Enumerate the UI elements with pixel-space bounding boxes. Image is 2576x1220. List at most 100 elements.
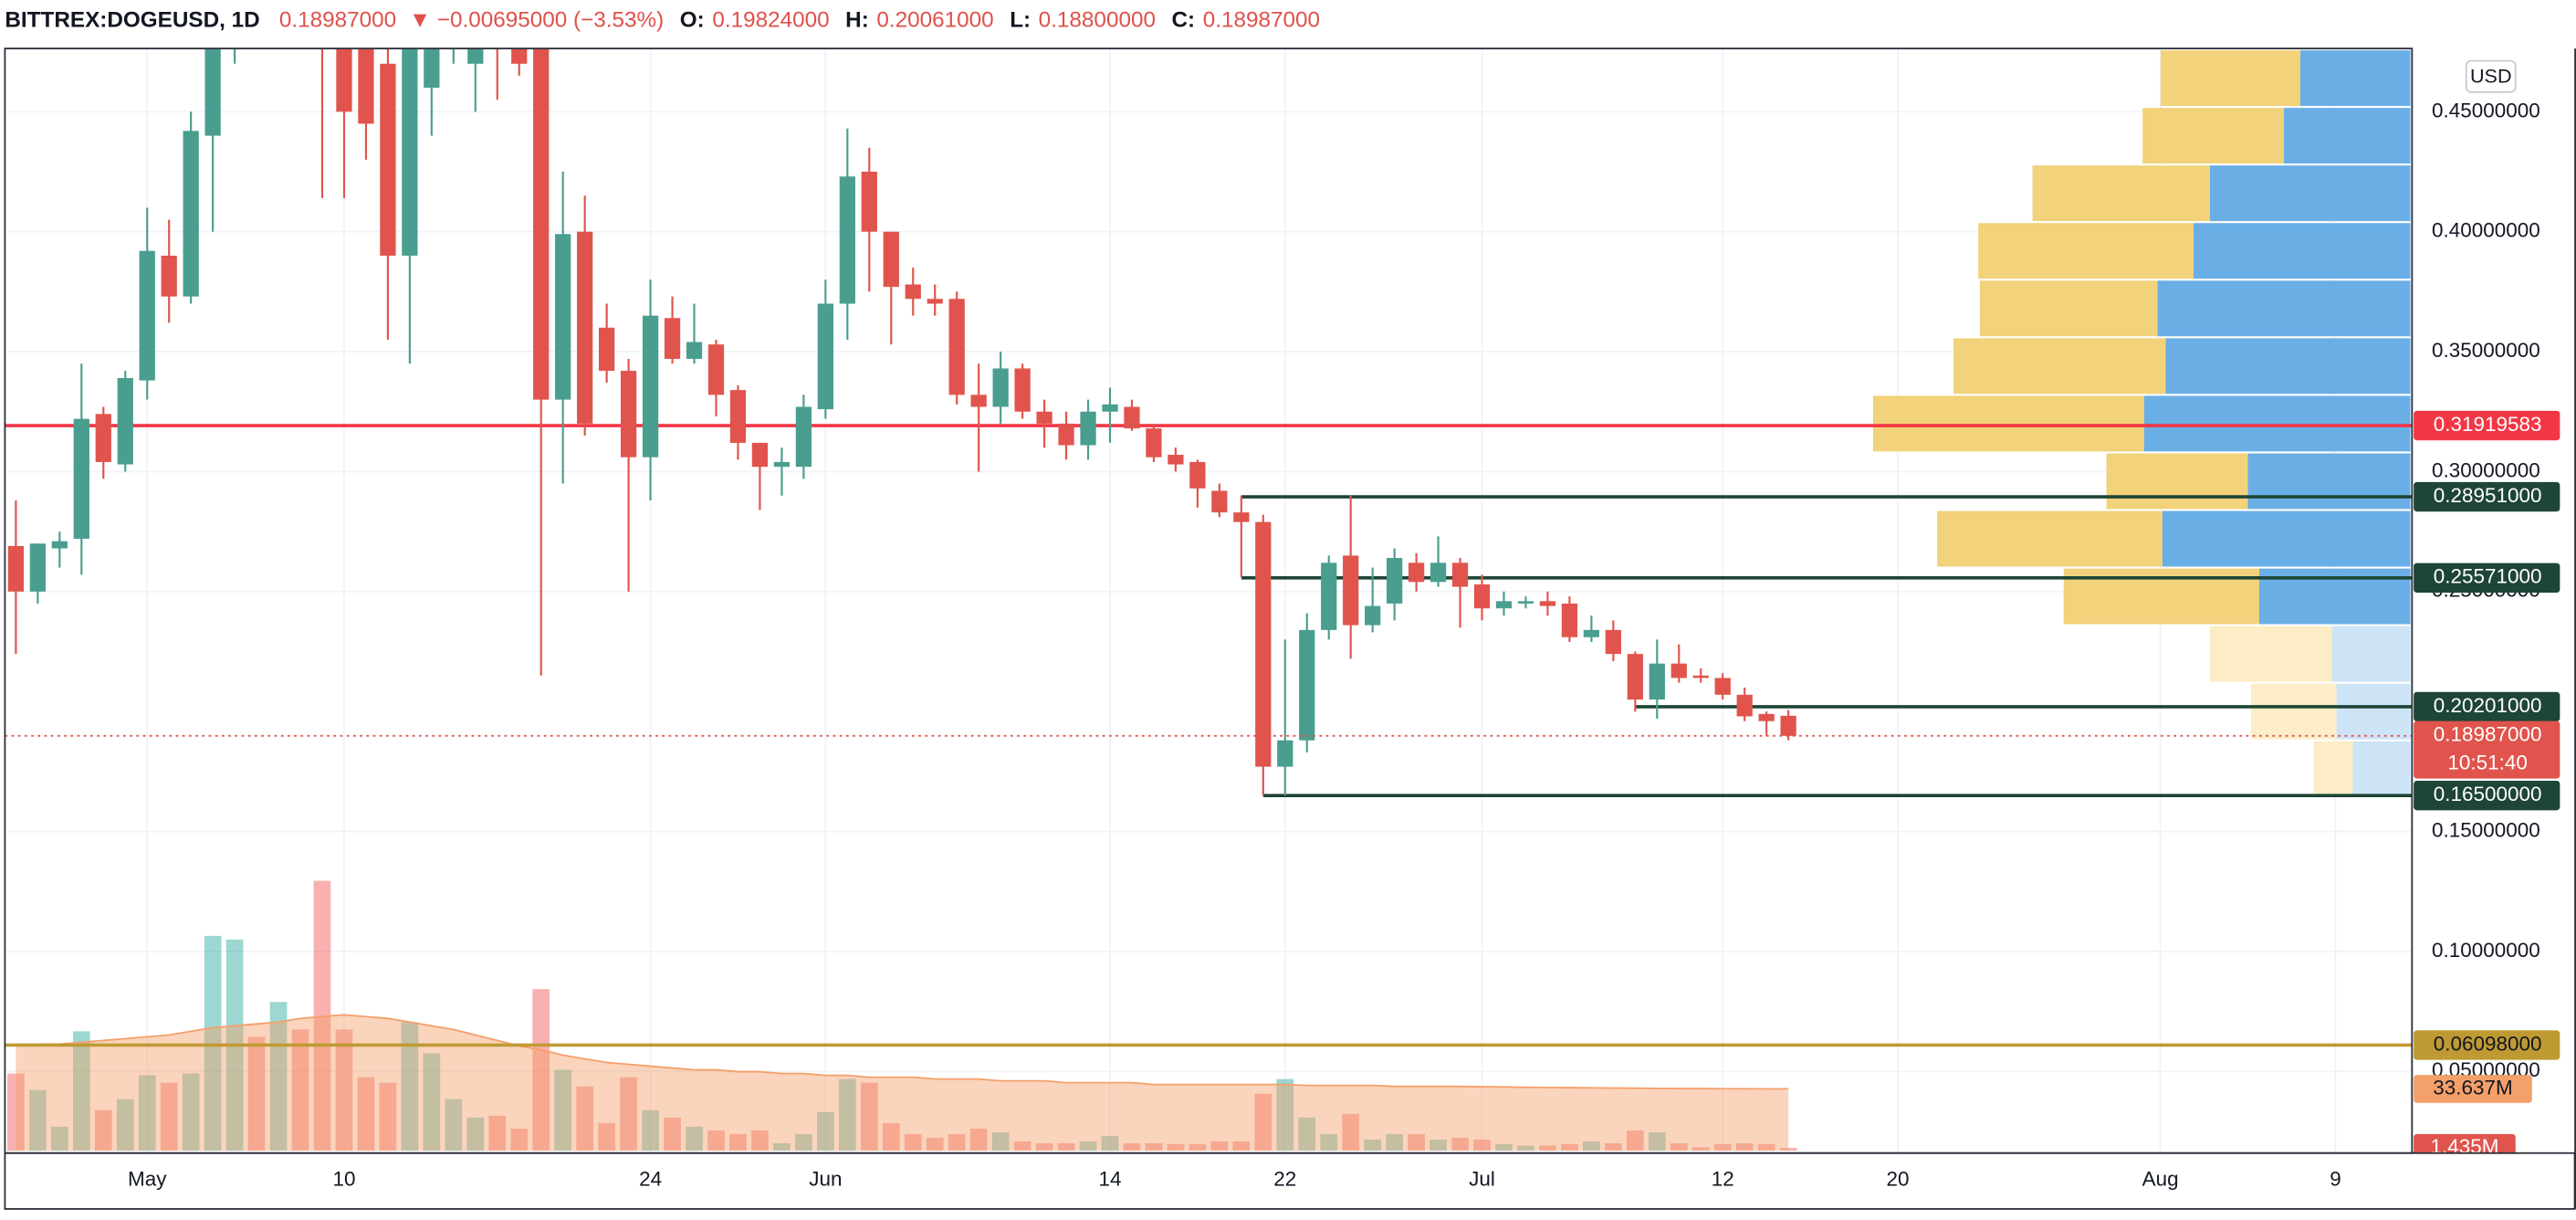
volume-ma-area (16, 1015, 1789, 1152)
volume-bar (510, 1128, 529, 1152)
volume-bar (1626, 1130, 1644, 1152)
ohlc-key: O: (680, 8, 705, 33)
volume-bar (1670, 1142, 1688, 1152)
last-price-label: 0.18987000 (2434, 723, 2542, 746)
candle-body (1211, 490, 1228, 513)
x-tick-label: 22 (1273, 1167, 1296, 1190)
x-tick-label: 10 (332, 1167, 355, 1190)
candle-body (1014, 368, 1031, 412)
candle-body (1605, 629, 1622, 655)
countdown: 10:51:40 (2447, 751, 2528, 773)
volume-bar (1429, 1139, 1447, 1152)
volume-bar (1342, 1113, 1360, 1152)
level-label: 0.25571000 (2434, 565, 2542, 588)
last-price: 0.18987000 (279, 8, 396, 33)
volume-bar (1605, 1142, 1622, 1152)
ohlc-value: 0.18800000 (1039, 8, 1156, 33)
ohlc-value: 0.18987000 (1203, 8, 1320, 33)
candle-body (905, 284, 921, 300)
volume-bar (926, 1137, 944, 1152)
profile-up (2165, 338, 2411, 394)
profile-up (2299, 50, 2411, 107)
volume-bar (1408, 1133, 1425, 1152)
candle-body (51, 541, 68, 549)
volume-bar (423, 1053, 441, 1152)
candle-body (883, 231, 899, 288)
volume-bar (991, 1131, 1010, 1152)
candle-body (1277, 740, 1293, 767)
volume-bar (1779, 1148, 1797, 1152)
volume-bar (1254, 1093, 1272, 1152)
candle-body (1758, 713, 1775, 721)
x-tick-label: 9 (2330, 1167, 2341, 1190)
candle-body (402, 49, 418, 256)
volume-bar (1210, 1141, 1229, 1152)
volume-bar (1451, 1137, 1469, 1152)
volume-bar (817, 1111, 834, 1152)
candle-body (1102, 404, 1118, 412)
volume-bar (1583, 1141, 1600, 1152)
candle-body (817, 303, 833, 410)
candle-body (861, 172, 877, 232)
volume-bar (160, 1082, 178, 1152)
volume-bar (1757, 1143, 1775, 1152)
candle-body (1036, 411, 1052, 424)
profile-down (2106, 453, 2248, 510)
volume-bar (182, 1073, 200, 1152)
volume-bar (1123, 1142, 1141, 1152)
axis-labels: 0.31919583 0.28951000 0.25571000 0.20201000… (2414, 410, 2560, 1154)
volume-bar (1539, 1145, 1556, 1152)
candle-body (1649, 663, 1665, 700)
volume-bar (116, 1099, 134, 1152)
volume-bar (291, 1029, 309, 1152)
level-label-box (2414, 691, 2560, 722)
candle-body (1321, 563, 1337, 630)
candle-body (1780, 715, 1796, 736)
candle-body (1365, 605, 1381, 626)
profile-down (1978, 223, 2194, 279)
volume-bar (247, 1036, 266, 1152)
level-label: 0.16500000 (2434, 783, 2542, 805)
volume-bar (7, 1073, 25, 1152)
symbol: BITTREX:DOGEUSD, 1D (5, 8, 259, 33)
volume-bar (532, 989, 550, 1152)
profile-down (1872, 395, 2144, 452)
level-label-box (2414, 481, 2560, 512)
level-label: 0.06098000 (2434, 1032, 2542, 1055)
currency[interactable]: USD (2470, 64, 2512, 87)
profile-down (2160, 50, 2300, 107)
profile-up (2162, 510, 2411, 567)
candle-body (1517, 601, 1534, 604)
price-pane (5, 49, 2413, 1152)
candle-body (620, 371, 637, 458)
candle-body (1539, 601, 1556, 606)
candle-body (686, 342, 703, 359)
x-tick-label: May (128, 1167, 167, 1190)
candle-body (1495, 601, 1513, 609)
candle-body (467, 49, 484, 64)
candle-body (751, 442, 769, 468)
candle-body (1387, 558, 1403, 604)
volume-bar (1561, 1143, 1578, 1152)
x-tick-label: 14 (1098, 1167, 1121, 1190)
candle-body (1627, 654, 1643, 700)
volume-bar (1648, 1131, 1666, 1152)
level-label: 0.31919583 (2434, 413, 2542, 436)
volume-bar (488, 1115, 507, 1152)
currency-box[interactable] (2465, 59, 2517, 93)
ohlc-key: C: (1172, 8, 1196, 33)
level-label: 0.20201000 (2434, 694, 2542, 717)
profile-up (2157, 280, 2411, 337)
candle-body (664, 318, 681, 359)
volume-bar (1320, 1133, 1338, 1152)
candle-body (1561, 603, 1578, 637)
volume-bar (664, 1117, 681, 1152)
y-tick-label: 0.30000000 (2432, 458, 2540, 481)
candle-body (511, 49, 528, 64)
ohlc-key: H: (845, 8, 869, 33)
candle-body (707, 344, 725, 395)
volume-bar (1386, 1133, 1403, 1152)
level-label-box (2414, 780, 2560, 811)
candle-body (1080, 411, 1096, 446)
candle-body (29, 543, 46, 592)
